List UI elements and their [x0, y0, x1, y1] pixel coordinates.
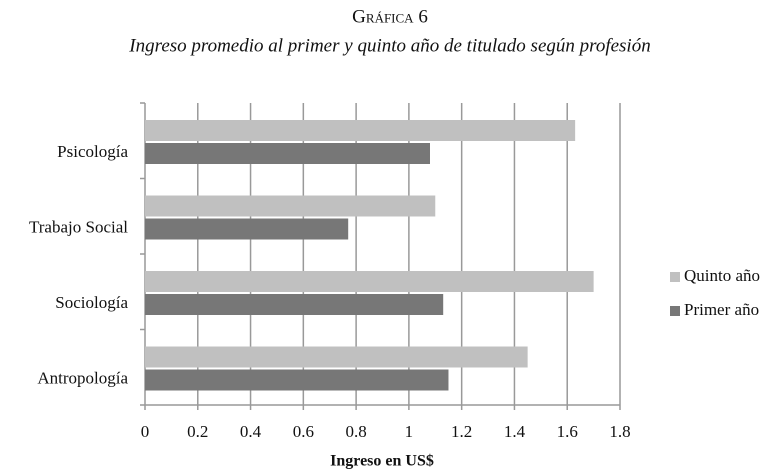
x-tick-label: 1.4 — [504, 422, 526, 441]
x-tick-label: 0.6 — [293, 422, 314, 441]
bar — [145, 195, 436, 217]
legend-swatch — [670, 272, 680, 282]
y-tick-label: Antropología — [37, 368, 128, 387]
x-tick-label: 0.8 — [345, 422, 366, 441]
y-tick-label: Trabajo Social — [29, 217, 128, 236]
x-tick-label: 0.2 — [187, 422, 208, 441]
bar — [145, 120, 576, 141]
chart-subtitle: Ingreso promedio al primer y quinto año … — [128, 35, 650, 56]
x-tick-label: 0.4 — [240, 422, 262, 441]
bar — [145, 271, 594, 292]
chart-title: Gráfica 6 — [352, 6, 428, 27]
x-tick-label: 1.8 — [609, 422, 630, 441]
x-tick-label: 1.2 — [451, 422, 472, 441]
bar — [145, 143, 430, 164]
bar — [145, 218, 349, 240]
x-tick-label: 1.6 — [557, 422, 578, 441]
x-tick-label: 1 — [405, 422, 414, 441]
bar — [145, 294, 444, 315]
bar — [145, 369, 449, 391]
x-axis-label: Ingreso en US$ — [330, 453, 434, 470]
y-tick-label: Sociología — [55, 293, 128, 312]
y-tick-label: Psicología — [57, 142, 128, 161]
legend-label: Quinto año — [684, 266, 760, 285]
bar — [145, 346, 528, 368]
legend-label: Primer año — [684, 300, 759, 319]
legend-swatch — [670, 306, 680, 316]
x-tick-label: 0 — [141, 422, 150, 441]
